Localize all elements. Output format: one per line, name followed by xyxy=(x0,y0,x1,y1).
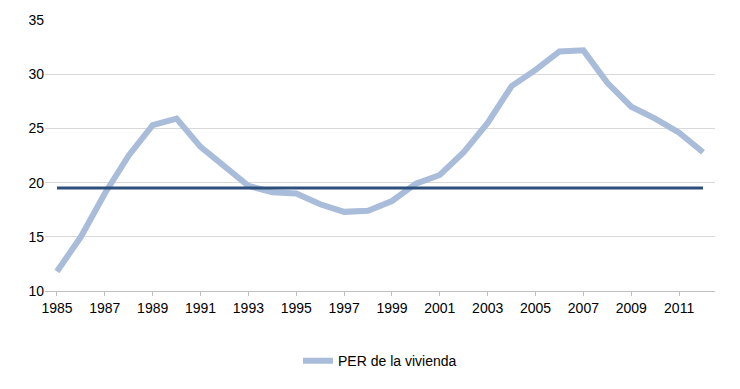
svg-text:PER de la vivienda: PER de la vivienda xyxy=(338,353,457,369)
svg-text:2003: 2003 xyxy=(472,300,503,316)
svg-text:2005: 2005 xyxy=(520,300,551,316)
svg-text:1993: 1993 xyxy=(233,300,264,316)
svg-text:30: 30 xyxy=(28,66,44,82)
svg-text:25: 25 xyxy=(28,120,44,136)
svg-text:2007: 2007 xyxy=(568,300,599,316)
svg-text:2011: 2011 xyxy=(664,300,694,316)
svg-text:1985: 1985 xyxy=(41,300,72,316)
svg-text:1989: 1989 xyxy=(137,300,168,316)
svg-text:20: 20 xyxy=(28,175,44,191)
svg-text:35: 35 xyxy=(28,12,44,28)
svg-text:1987: 1987 xyxy=(89,300,120,316)
svg-text:1991: 1991 xyxy=(185,300,216,316)
svg-text:1997: 1997 xyxy=(329,300,360,316)
svg-text:15: 15 xyxy=(28,229,44,245)
svg-text:1995: 1995 xyxy=(281,300,312,316)
svg-text:10: 10 xyxy=(28,283,44,299)
svg-text:2009: 2009 xyxy=(616,300,647,316)
svg-text:2001: 2001 xyxy=(424,300,455,316)
svg-text:1999: 1999 xyxy=(376,300,407,316)
